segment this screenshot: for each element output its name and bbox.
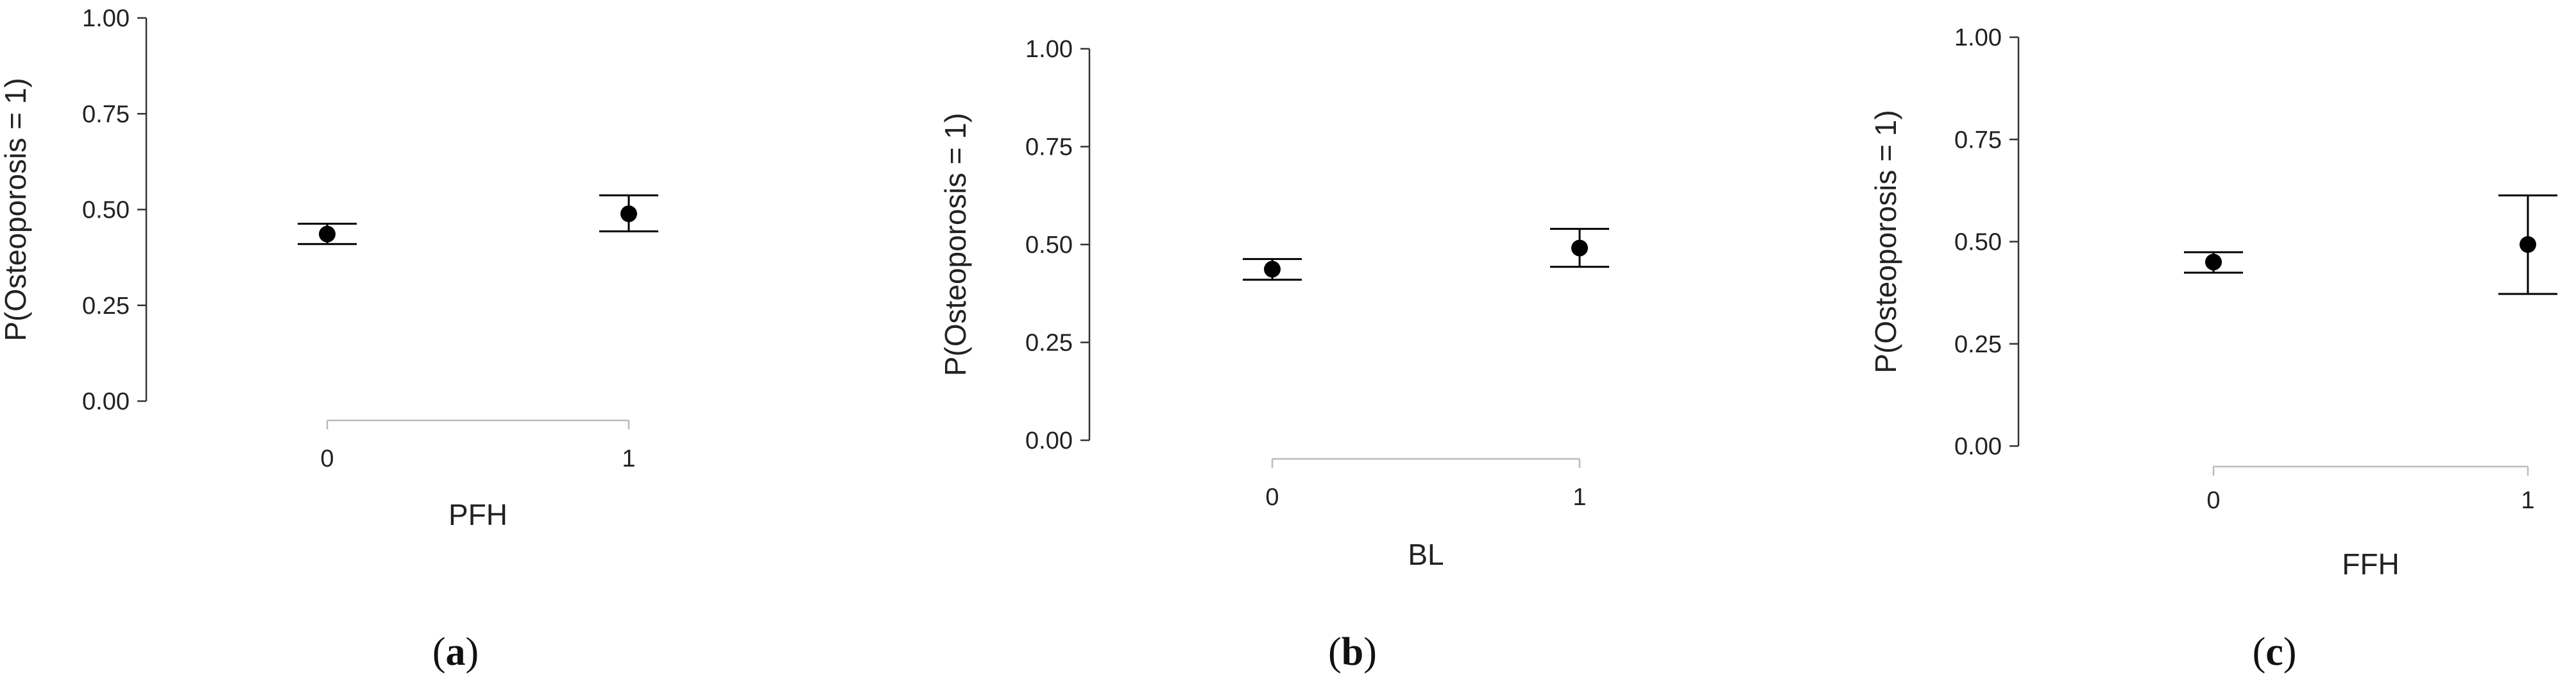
y-tick-label: 1.00 bbox=[1954, 24, 2002, 51]
y-tick-label: 0.00 bbox=[1954, 433, 2002, 460]
y-tick-label: 0.50 bbox=[82, 197, 130, 224]
y-tick-label: 0.25 bbox=[1025, 330, 1073, 357]
x-tick-label: 0 bbox=[320, 445, 334, 472]
y-tick-label: 0.75 bbox=[1025, 134, 1073, 161]
x-axis-title: PFH bbox=[448, 498, 508, 531]
panel-label: (b) bbox=[1328, 630, 1377, 674]
panel-b: 0.00 0.25 0.50 0.75 1.00 P(Osteoporosis = 1) 0… bbox=[939, 36, 1609, 674]
x-axis-title: FFH bbox=[2342, 547, 2399, 581]
panel-letter: a bbox=[446, 630, 466, 674]
panel-label: (c) bbox=[2253, 630, 2297, 674]
panel-letter: b bbox=[1342, 630, 1363, 674]
y-axis-title: P(Osteoporosis = 1) bbox=[939, 113, 972, 376]
panel-letter: c bbox=[2265, 630, 2283, 674]
y-tick-label: 0.25 bbox=[1954, 331, 2002, 358]
data-point bbox=[319, 225, 336, 243]
y-axis-title: P(Osteoporosis = 1) bbox=[1869, 110, 1902, 373]
panel-label: (a) bbox=[432, 630, 479, 674]
data-point bbox=[1264, 261, 1281, 278]
data-point bbox=[2520, 236, 2536, 253]
y-tick-label: 0.75 bbox=[1954, 126, 2002, 153]
panel-a: 0.00 0.25 0.50 0.75 1.00 P(Osteoporosis = 1) 0… bbox=[0, 5, 658, 674]
x-tick-label: 0 bbox=[1265, 484, 1279, 511]
x-tick-label: 0 bbox=[2206, 487, 2220, 514]
x-tick-label: 1 bbox=[1573, 484, 1586, 511]
y-tick-label: 0.00 bbox=[1025, 427, 1073, 454]
x-tick-label: 1 bbox=[2521, 487, 2534, 514]
x-tick-label: 1 bbox=[622, 445, 635, 472]
data-point bbox=[620, 205, 637, 223]
data-point bbox=[1571, 239, 1588, 257]
y-tick-label: 0.00 bbox=[82, 388, 130, 415]
y-tick-label: 0.50 bbox=[1954, 229, 2002, 256]
panel-c: 0.00 0.25 0.50 0.75 1.00 P(Osteoporosis = 1) 0… bbox=[1869, 24, 2557, 674]
y-tick-label: 0.50 bbox=[1025, 232, 1073, 259]
x-axis-title: BL bbox=[1408, 538, 1444, 571]
y-tick-label: 1.00 bbox=[82, 5, 130, 32]
y-tick-label: 0.25 bbox=[82, 293, 130, 320]
y-tick-label: 1.00 bbox=[1025, 36, 1073, 63]
y-tick-label: 0.75 bbox=[82, 101, 130, 128]
y-axis-title: P(Osteoporosis = 1) bbox=[0, 78, 32, 341]
data-point bbox=[2205, 254, 2222, 271]
